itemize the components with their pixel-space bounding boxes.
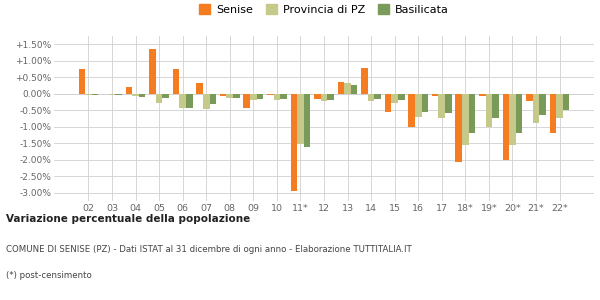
Bar	[503, 94, 509, 160]
Bar	[179, 94, 186, 108]
Bar	[398, 94, 404, 100]
Bar	[455, 94, 462, 162]
Bar	[132, 94, 139, 96]
Bar	[297, 94, 304, 144]
Bar	[304, 94, 310, 146]
Bar	[516, 94, 523, 133]
Bar	[321, 94, 327, 101]
Bar	[374, 94, 381, 99]
Bar	[338, 82, 344, 94]
Bar	[233, 94, 239, 98]
Bar	[469, 94, 475, 133]
Bar	[173, 69, 179, 94]
Bar	[439, 94, 445, 118]
Bar	[415, 94, 422, 117]
Bar	[267, 94, 274, 95]
Bar	[115, 94, 122, 95]
Bar	[274, 94, 280, 100]
Bar	[79, 69, 85, 94]
Bar	[533, 94, 539, 123]
Bar	[203, 94, 209, 109]
Bar	[445, 94, 452, 113]
Bar	[220, 94, 226, 96]
Bar	[109, 94, 115, 95]
Bar	[314, 94, 321, 99]
Bar	[526, 94, 533, 101]
Bar	[432, 94, 439, 96]
Bar	[163, 94, 169, 98]
Bar	[485, 94, 492, 127]
Bar	[196, 83, 203, 94]
Text: Variazione percentuale della popolazione: Variazione percentuale della popolazione	[6, 214, 250, 224]
Text: COMUNE DI SENISE (PZ) - Dati ISTAT al 31 dicembre di ogni anno - Elaborazione TU: COMUNE DI SENISE (PZ) - Dati ISTAT al 31…	[6, 244, 412, 253]
Bar	[509, 94, 516, 145]
Legend: Senise, Provincia di PZ, Basilicata: Senise, Provincia di PZ, Basilicata	[197, 2, 451, 17]
Bar	[556, 94, 563, 118]
Bar	[391, 94, 398, 103]
Text: (*) post-censimento: (*) post-censimento	[6, 272, 92, 280]
Bar	[149, 49, 156, 94]
Bar	[92, 94, 98, 95]
Bar	[462, 94, 469, 145]
Bar	[385, 94, 391, 112]
Bar	[257, 94, 263, 99]
Bar	[125, 87, 132, 94]
Bar	[85, 94, 92, 95]
Bar	[209, 94, 216, 103]
Bar	[250, 94, 257, 100]
Bar	[226, 94, 233, 98]
Bar	[351, 85, 358, 94]
Bar	[327, 94, 334, 100]
Bar	[290, 94, 297, 191]
Bar	[244, 94, 250, 108]
Bar	[156, 94, 163, 103]
Bar	[344, 83, 351, 94]
Bar	[479, 94, 485, 96]
Bar	[409, 94, 415, 128]
Bar	[361, 68, 368, 94]
Bar	[139, 94, 145, 97]
Bar	[492, 94, 499, 118]
Bar	[422, 94, 428, 112]
Bar	[368, 94, 374, 101]
Bar	[280, 94, 287, 99]
Bar	[550, 94, 556, 133]
Bar	[539, 94, 546, 115]
Bar	[563, 94, 569, 110]
Bar	[186, 94, 193, 108]
